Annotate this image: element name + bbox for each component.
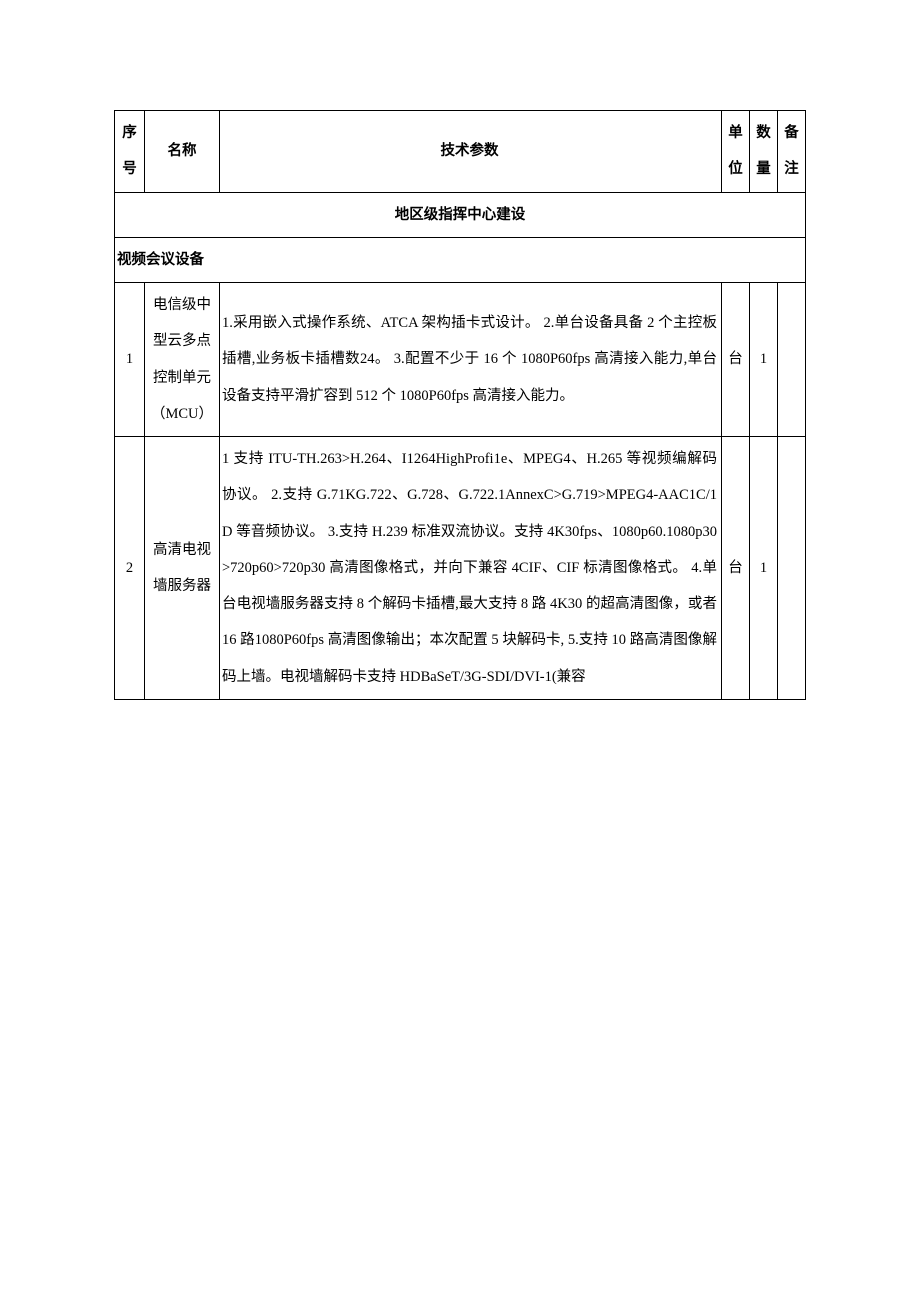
section-title: 地区级指挥中心建设 <box>115 192 806 237</box>
cell-unit: 台 <box>722 283 750 437</box>
table-row: 1 电信级中型云多点控制单元（MCU） 1.采用嵌入式操作系统、ATCA 架构插… <box>115 283 806 437</box>
header-note: 备注 <box>778 111 806 193</box>
cell-name: 电信级中型云多点控制单元（MCU） <box>145 283 220 437</box>
cell-seq: 1 <box>115 283 145 437</box>
subsection-row: 视频会议设备 <box>115 237 806 282</box>
table-header-row: 序号 名称 技术参数 单位 数量 备注 <box>115 111 806 193</box>
cell-unit: 台 <box>722 437 750 700</box>
cell-seq: 2 <box>115 437 145 700</box>
cell-spec: 1.采用嵌入式操作系统、ATCA 架构插卡式设计。 2.单台设备具备 2 个主控… <box>220 283 722 437</box>
cell-qty: 1 <box>750 283 778 437</box>
header-name: 名称 <box>145 111 220 193</box>
section-row: 地区级指挥中心建设 <box>115 192 806 237</box>
subsection-title: 视频会议设备 <box>115 237 806 282</box>
header-spec: 技术参数 <box>220 111 722 193</box>
table-row: 2 高清电视墙服务器 1 支持 ITU-TH.263>H.264、I1264Hi… <box>115 437 806 700</box>
cell-qty: 1 <box>750 437 778 700</box>
cell-spec: 1 支持 ITU-TH.263>H.264、I1264HighProfi1e、M… <box>220 437 722 700</box>
cell-name: 高清电视墙服务器 <box>145 437 220 700</box>
equipment-table: 序号 名称 技术参数 单位 数量 备注 地区级指挥中心建设 视频会议设备 1 电… <box>114 110 806 700</box>
header-qty: 数量 <box>750 111 778 193</box>
header-unit: 单位 <box>722 111 750 193</box>
cell-note <box>778 437 806 700</box>
header-seq: 序号 <box>115 111 145 193</box>
cell-note <box>778 283 806 437</box>
